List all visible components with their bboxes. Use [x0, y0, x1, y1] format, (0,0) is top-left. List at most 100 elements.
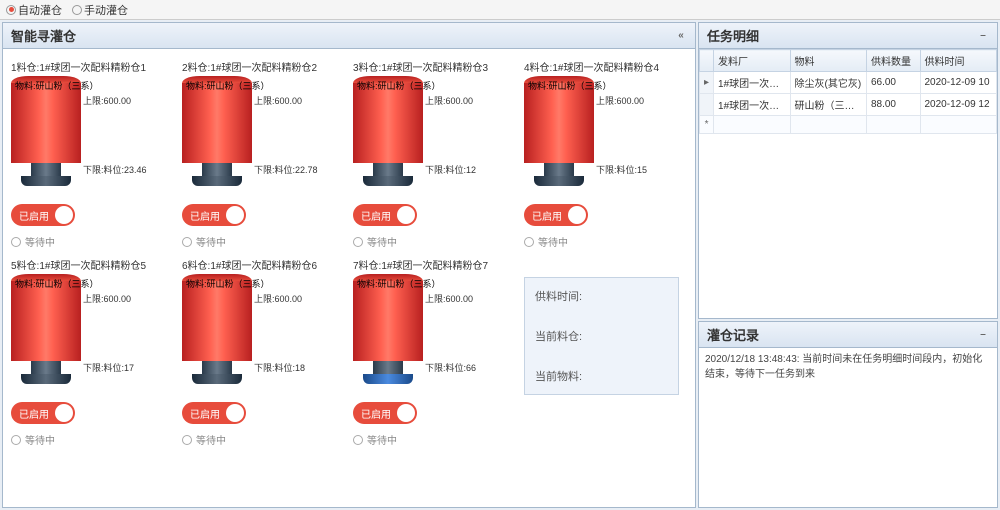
- info-current-silo: 当前料仓:: [535, 328, 668, 344]
- right-panel: 任务明细 – 发料厂 物料 供料数量 供料时间 ▸ 1#球团一: [698, 22, 998, 508]
- silo-lower: 下限:料位:22.78: [254, 163, 318, 176]
- radio-dot-icon: [6, 5, 16, 15]
- task-col-factory[interactable]: 发料厂: [714, 50, 790, 72]
- wait-status: 等待中: [182, 234, 337, 249]
- silo-material: 物料:研山粉（三系）: [186, 79, 270, 92]
- table-row[interactable]: 1#球团一次配料... 研山粉（三系） 88.00 2020-12-09 12: [700, 94, 997, 116]
- silo-title: 6料仓:1#球团一次配料精粉仓6: [182, 257, 337, 272]
- radio-manual-label: 手动灌仓: [84, 2, 128, 18]
- log-panel-header: 灌仓记录 –: [699, 322, 997, 348]
- minimize-icon[interactable]: –: [977, 30, 989, 42]
- enable-toggle[interactable]: 已启用: [353, 204, 417, 226]
- info-feed-time: 供料时间:: [535, 288, 668, 304]
- silo-upper: 上限:600.00: [83, 94, 147, 107]
- toggle-label: 已启用: [19, 208, 49, 223]
- silo-upper: 上限:600.00: [425, 292, 476, 305]
- radio-manual[interactable]: 手动灌仓: [72, 2, 128, 18]
- silo-upper: 上限:600.00: [425, 94, 476, 107]
- silo-panel: 智能寻灌仓 « 1料仓:1#球团一次配料精粉仓1 物料:研山粉（三系） 上限:6…: [2, 22, 696, 508]
- cell-time: 2020-12-09 10: [920, 72, 997, 94]
- silo-panel-header: 智能寻灌仓 «: [3, 23, 695, 49]
- enable-toggle[interactable]: 已启用: [11, 402, 75, 424]
- silo-upper: 上限:600.00: [254, 94, 318, 107]
- silo-title: 3料仓:1#球团一次配料精粉仓3: [353, 59, 508, 74]
- cell-qty: 88.00: [866, 94, 920, 116]
- task-col-time[interactable]: 供料时间: [920, 50, 997, 72]
- silo-material: 物料:研山粉（三系）: [15, 79, 99, 92]
- wait-status: 等待中: [11, 432, 166, 447]
- silo-title: 7料仓:1#球团一次配料精粉仓7: [353, 257, 508, 272]
- circle-icon: [524, 237, 534, 247]
- toggle-label: 已启用: [190, 208, 220, 223]
- collapse-icon[interactable]: «: [675, 30, 687, 42]
- silo-lower: 下限:料位:17: [83, 361, 134, 374]
- task-panel: 任务明细 – 发料厂 物料 供料数量 供料时间 ▸ 1#球团一: [698, 22, 998, 319]
- tank-icon: 物料:研山粉（三系）: [182, 274, 252, 384]
- enable-toggle[interactable]: 已启用: [11, 204, 75, 226]
- tank-icon: 物料:研山粉（三系）: [524, 76, 594, 186]
- circle-icon: [11, 435, 21, 445]
- task-col-qty[interactable]: 供料数量: [866, 50, 920, 72]
- tank-icon: 物料:研山粉（三系）: [182, 76, 252, 186]
- toggle-label: 已启用: [190, 406, 220, 421]
- enable-toggle[interactable]: 已启用: [353, 402, 417, 424]
- silo-lower: 下限:料位:23.46: [83, 163, 147, 176]
- circle-icon: [182, 435, 192, 445]
- table-row-empty[interactable]: *: [700, 116, 997, 134]
- silo-upper: 上限:600.00: [83, 292, 134, 305]
- enable-toggle[interactable]: 已启用: [524, 204, 588, 226]
- toggle-knob-icon: [226, 404, 244, 422]
- circle-icon: [11, 237, 21, 247]
- task-panel-title: 任务明细: [707, 26, 759, 45]
- row-selector-icon[interactable]: ▸: [700, 72, 714, 94]
- silo-cell: 6料仓:1#球团一次配料精粉仓6 物料:研山粉（三系） 上限:600.00 下限…: [182, 257, 337, 447]
- minimize-icon[interactable]: –: [977, 329, 989, 341]
- tank-icon: 物料:研山粉（三系）: [11, 76, 81, 186]
- toggle-knob-icon: [568, 206, 586, 224]
- silo-title: 5料仓:1#球团一次配料精粉仓5: [11, 257, 166, 272]
- table-row[interactable]: ▸ 1#球团一次配料... 除尘灰(其它灰) 66.00 2020-12-09 …: [700, 72, 997, 94]
- silo-material: 物料:研山粉（三系）: [357, 79, 441, 92]
- silo-grid: 1料仓:1#球团一次配料精粉仓1 物料:研山粉（三系） 上限:600.00 下限…: [3, 49, 695, 507]
- toggle-label: 已启用: [532, 208, 562, 223]
- radio-circle-icon: [72, 5, 82, 15]
- toggle-knob-icon: [397, 206, 415, 224]
- silo-lower: 下限:料位:18: [254, 361, 305, 374]
- toggle-label: 已启用: [361, 208, 391, 223]
- enable-toggle[interactable]: 已启用: [182, 204, 246, 226]
- cell-factory: 1#球团一次配料...: [714, 94, 790, 116]
- toggle-knob-icon: [55, 206, 73, 224]
- tank-icon: 物料:研山粉（三系）: [353, 76, 423, 186]
- cell-factory: 1#球团一次配料...: [714, 72, 790, 94]
- cell-time: 2020-12-09 12: [920, 94, 997, 116]
- wait-label: 等待中: [196, 432, 226, 447]
- silo-material: 物料:研山粉（三系）: [186, 277, 270, 290]
- silo-upper: 上限:600.00: [596, 94, 647, 107]
- task-table: 发料厂 物料 供料数量 供料时间 ▸ 1#球团一次配料... 除尘灰(其它灰) …: [699, 49, 997, 134]
- toggle-knob-icon: [226, 206, 244, 224]
- silo-cell: 4料仓:1#球团一次配料精粉仓4 物料:研山粉（三系） 上限:600.00 下限…: [524, 59, 679, 249]
- enable-toggle[interactable]: 已启用: [182, 402, 246, 424]
- toggle-label: 已启用: [361, 406, 391, 421]
- cell-material: 研山粉（三系）: [790, 94, 866, 116]
- radio-auto[interactable]: 自动灌仓: [6, 2, 62, 18]
- wait-status: 等待中: [353, 432, 508, 447]
- silo-upper: 上限:600.00: [254, 292, 305, 305]
- task-col-material[interactable]: 物料: [790, 50, 866, 72]
- silo-cell: 7料仓:1#球团一次配料精粉仓7 物料:研山粉（三系） 上限:600.00 下限…: [353, 257, 508, 447]
- silo-cell: 3料仓:1#球团一次配料精粉仓3 物料:研山粉（三系） 上限:600.00 下限…: [353, 59, 508, 249]
- wait-status: 等待中: [182, 432, 337, 447]
- current-info-box: 供料时间: 当前料仓: 当前物料:: [524, 277, 679, 395]
- log-entry: 2020/12/18 13:48:43: 当前时间未在任务明细时间段内，初始化结…: [705, 352, 991, 382]
- row-selector-icon[interactable]: [700, 94, 714, 116]
- toggle-label: 已启用: [19, 406, 49, 421]
- wait-label: 等待中: [196, 234, 226, 249]
- silo-title: 4料仓:1#球团一次配料精粉仓4: [524, 59, 679, 74]
- log-body: 2020/12/18 13:48:43: 当前时间未在任务明细时间段内，初始化结…: [699, 348, 997, 507]
- mode-toolbar: 自动灌仓 手动灌仓: [0, 0, 1000, 20]
- silo-material: 物料:研山粉（三系）: [357, 277, 441, 290]
- new-row-icon[interactable]: *: [700, 116, 714, 134]
- cell-qty: 66.00: [866, 72, 920, 94]
- wait-label: 等待中: [25, 432, 55, 447]
- silo-title: 1料仓:1#球团一次配料精粉仓1: [11, 59, 166, 74]
